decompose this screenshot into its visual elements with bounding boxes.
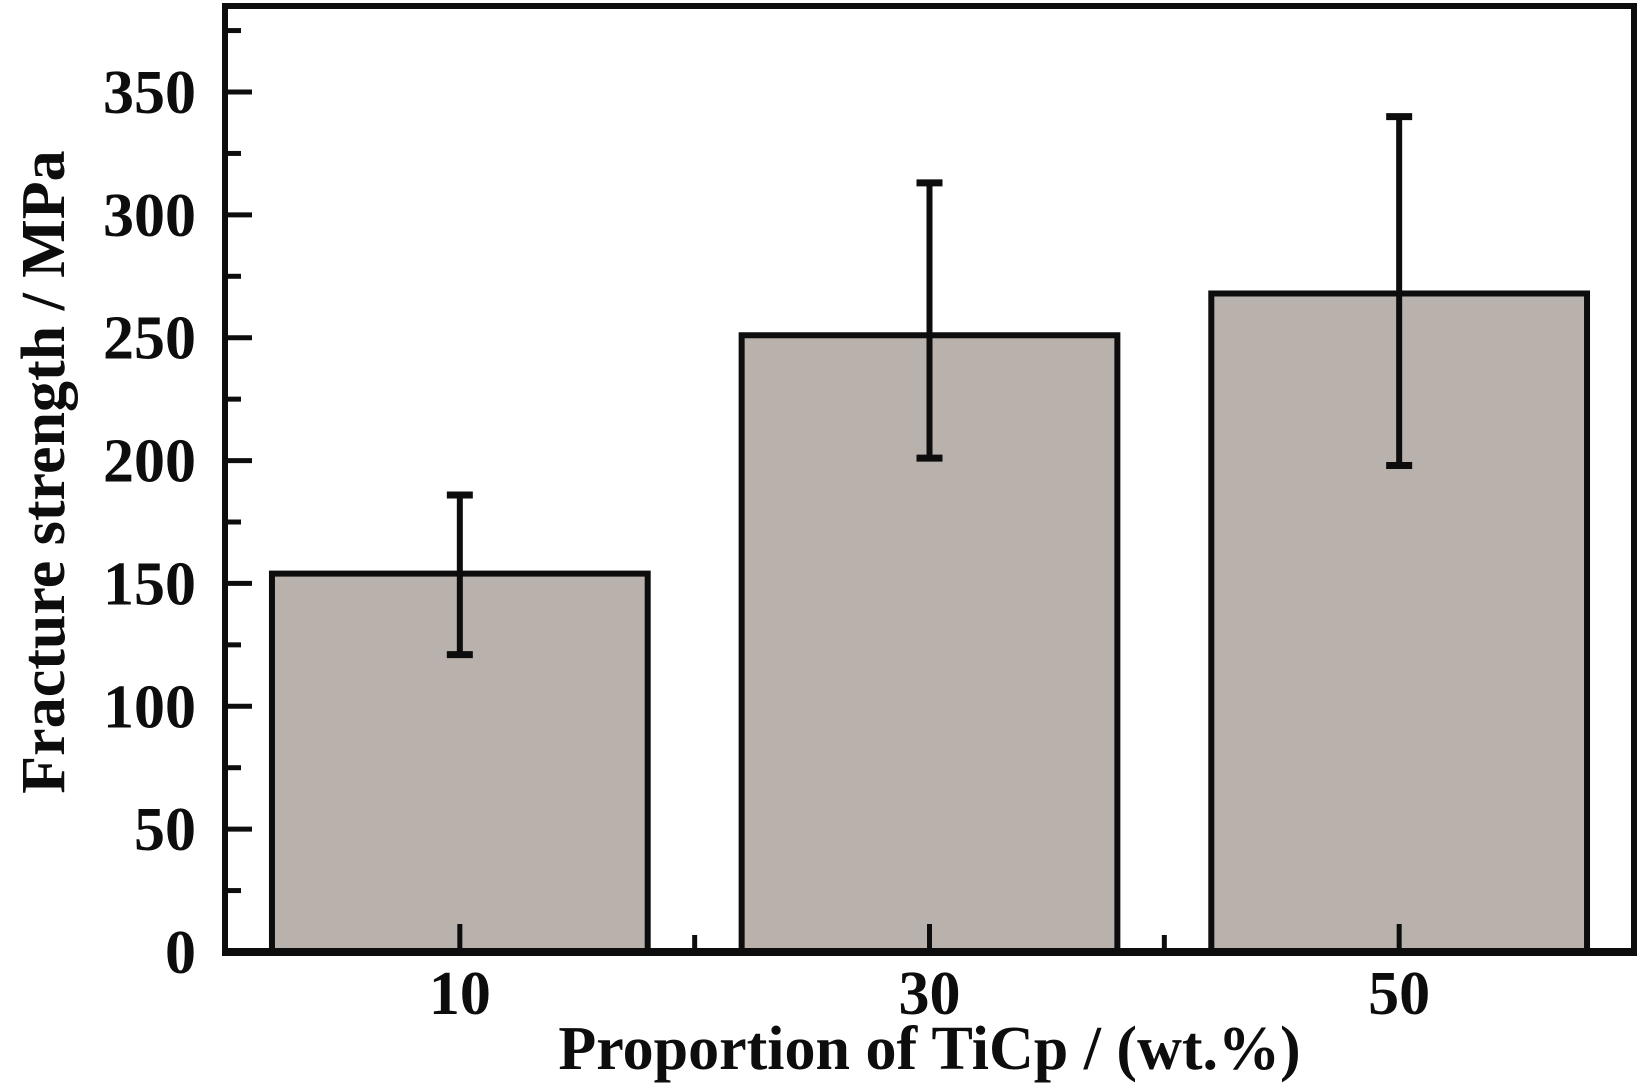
- y-axis-title: Fracture strength / MPa: [10, 150, 78, 794]
- x-axis-title: Proportion of TiCp / (wt.%): [558, 1015, 1301, 1083]
- y-tick-label-250: 250: [103, 305, 196, 373]
- x-tick-label-10: 10: [429, 960, 491, 1028]
- y-tick-label-200: 200: [103, 428, 196, 496]
- y-tick-label-150: 150: [103, 550, 196, 618]
- x-tick-label-50: 50: [1368, 960, 1430, 1028]
- y-tick-label-100: 100: [103, 673, 196, 741]
- y-tick-label-350: 350: [103, 59, 196, 127]
- y-tick-label-50: 50: [134, 796, 196, 864]
- y-tick-label-300: 300: [103, 182, 196, 250]
- x-tick-label-30: 30: [899, 960, 961, 1028]
- y-tick-label-0: 0: [165, 919, 196, 987]
